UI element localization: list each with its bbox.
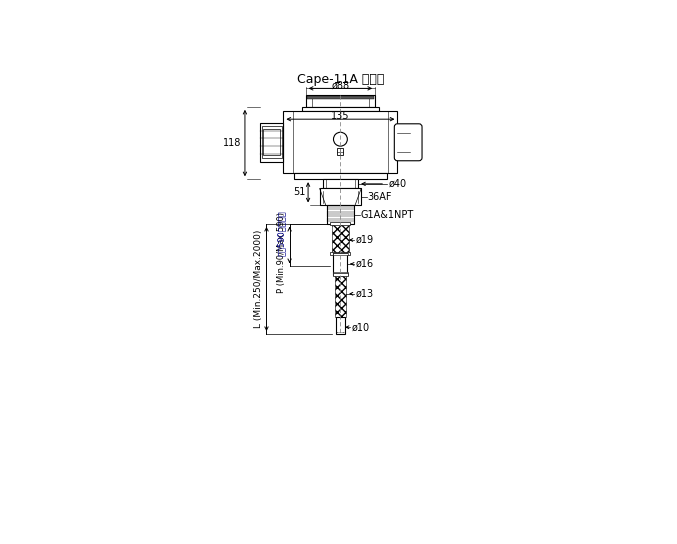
Text: 大于590埋没水中: 大于590埋没水中	[277, 211, 286, 256]
Bar	[262, 126, 282, 158]
Text: 51: 51	[293, 187, 306, 197]
Bar	[334, 275, 346, 317]
Bar	[334, 253, 347, 275]
Text: 36AF: 36AF	[368, 192, 392, 202]
Text: ø10: ø10	[352, 322, 370, 332]
Bar	[337, 149, 343, 154]
Bar	[320, 188, 362, 206]
Bar	[306, 95, 375, 107]
Text: ø88: ø88	[331, 81, 349, 90]
Bar	[336, 317, 345, 334]
Bar	[261, 123, 284, 162]
Bar	[332, 253, 348, 256]
Text: ø19: ø19	[356, 235, 374, 245]
Text: L (Min.250/Max.2000): L (Min.250/Max.2000)	[254, 230, 263, 328]
Bar	[330, 252, 351, 255]
Bar	[330, 222, 351, 225]
Text: ø40: ø40	[389, 179, 407, 189]
Bar	[332, 273, 348, 275]
Text: Cape-11A 通用型: Cape-11A 通用型	[297, 73, 384, 85]
Text: P (Min.90/Max.590): P (Min.90/Max.590)	[277, 212, 286, 293]
Bar	[307, 96, 374, 99]
Text: ø13: ø13	[356, 289, 374, 299]
Text: 118: 118	[223, 138, 241, 148]
Bar	[326, 206, 354, 224]
Bar	[284, 112, 397, 173]
Bar	[332, 224, 349, 253]
Text: G1A&1NPT: G1A&1NPT	[360, 209, 414, 220]
Bar	[294, 173, 387, 179]
Text: 135: 135	[331, 111, 349, 121]
Bar	[302, 107, 379, 112]
Bar	[333, 273, 348, 276]
Bar	[323, 179, 358, 188]
Text: ø16: ø16	[356, 259, 374, 269]
FancyBboxPatch shape	[394, 124, 422, 161]
Bar	[263, 129, 280, 156]
